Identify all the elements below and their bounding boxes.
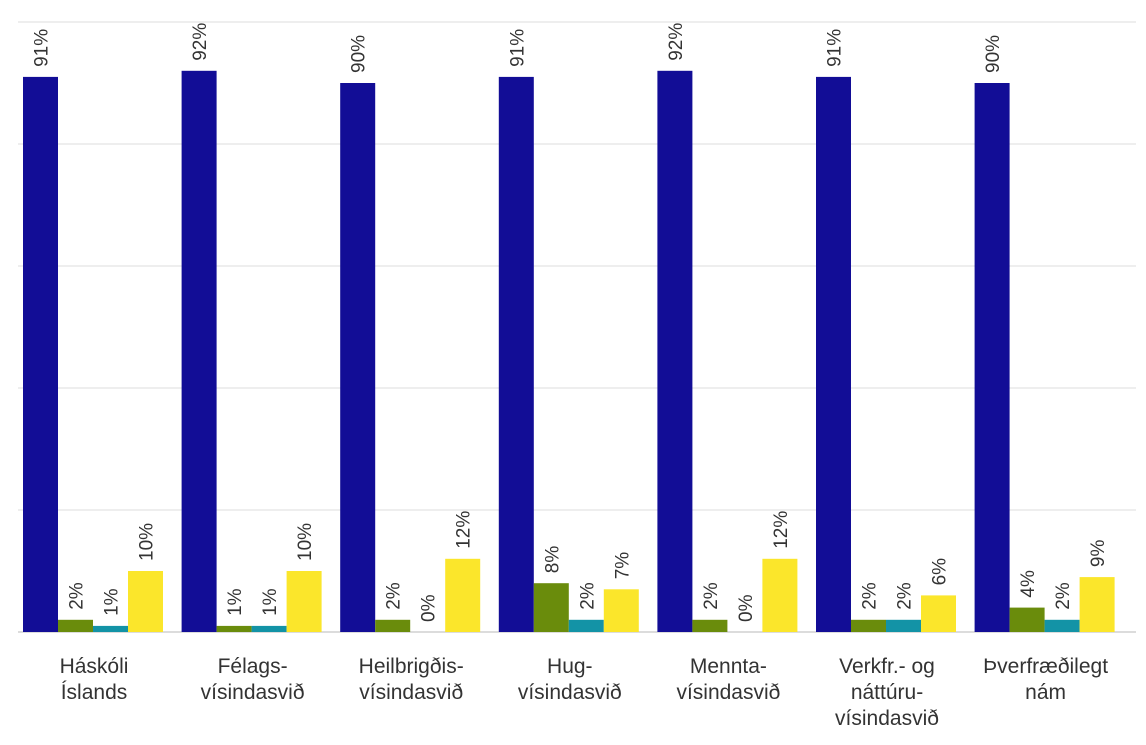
bar bbox=[286, 571, 322, 632]
data-label: 2% bbox=[67, 582, 88, 610]
bar bbox=[445, 558, 481, 632]
data-label: 2% bbox=[701, 582, 722, 610]
bar bbox=[533, 583, 569, 632]
category-label: Verkfr.- og náttúru-vísindasvið bbox=[835, 655, 939, 730]
bar bbox=[498, 76, 534, 632]
bar bbox=[340, 83, 376, 632]
bar bbox=[568, 619, 604, 632]
category-label: Mennta-vísindasvið bbox=[676, 655, 780, 704]
bar bbox=[886, 619, 921, 632]
bar bbox=[657, 70, 693, 633]
data-label: 91% bbox=[825, 29, 846, 67]
bar bbox=[816, 76, 851, 632]
data-label: 90% bbox=[349, 35, 370, 73]
bar bbox=[23, 76, 58, 632]
category-label: Hug-vísindasvið bbox=[518, 655, 622, 704]
bar bbox=[692, 619, 728, 632]
bar bbox=[216, 625, 252, 632]
category-label: Heilbrigðis-vísindasvið bbox=[359, 655, 464, 704]
bar bbox=[921, 595, 956, 632]
data-label: 7% bbox=[612, 552, 633, 580]
data-labels: 91% 2% 1% 10% 92% 1% 1% 10% 90% 2% 0% 12% 91% 8% 2% 7% 9… bbox=[32, 23, 1110, 622]
data-label: 1% bbox=[225, 588, 246, 616]
data-label: 92% bbox=[190, 23, 211, 61]
bar bbox=[762, 558, 798, 632]
data-label: 2% bbox=[384, 582, 405, 610]
bar bbox=[251, 625, 287, 632]
data-label: 0% bbox=[419, 594, 440, 622]
data-label: 12% bbox=[771, 511, 792, 549]
data-label: 9% bbox=[1088, 540, 1109, 568]
bar bbox=[128, 571, 163, 632]
data-label: 2% bbox=[577, 582, 598, 610]
bar bbox=[603, 589, 639, 632]
data-label: 92% bbox=[666, 23, 687, 61]
data-label: 2% bbox=[895, 582, 916, 610]
data-label: 4% bbox=[1018, 570, 1039, 598]
bar bbox=[1079, 577, 1115, 632]
data-label: 2% bbox=[1053, 582, 1074, 610]
data-label: 12% bbox=[454, 511, 475, 549]
category-label: Félags-vísindasvið bbox=[201, 655, 305, 704]
category-labels: Háskóli Íslands Félags-vísindasvið Heilbrig… bbox=[60, 655, 1109, 730]
data-label: 10% bbox=[295, 523, 316, 561]
data-label: 10% bbox=[137, 523, 158, 561]
data-label: 1% bbox=[260, 588, 281, 616]
bar bbox=[974, 83, 1010, 632]
data-label: 0% bbox=[736, 594, 757, 622]
data-label: 91% bbox=[32, 29, 53, 67]
data-label: 1% bbox=[102, 588, 123, 616]
bar bbox=[93, 625, 128, 632]
category-label: Háskóli Íslands bbox=[60, 655, 129, 704]
data-label: 2% bbox=[860, 582, 881, 610]
bar bbox=[375, 619, 411, 632]
bar bbox=[1044, 619, 1080, 632]
bar bbox=[1009, 607, 1045, 632]
bar bbox=[58, 619, 93, 632]
data-label: 6% bbox=[930, 558, 951, 586]
bars bbox=[23, 70, 1115, 633]
data-label: 8% bbox=[542, 546, 563, 574]
bar bbox=[181, 70, 217, 633]
data-label: 90% bbox=[983, 35, 1004, 73]
bar bbox=[851, 619, 886, 632]
category-label: Þverfræðilegt nám bbox=[983, 655, 1108, 704]
data-label: 91% bbox=[507, 29, 528, 67]
